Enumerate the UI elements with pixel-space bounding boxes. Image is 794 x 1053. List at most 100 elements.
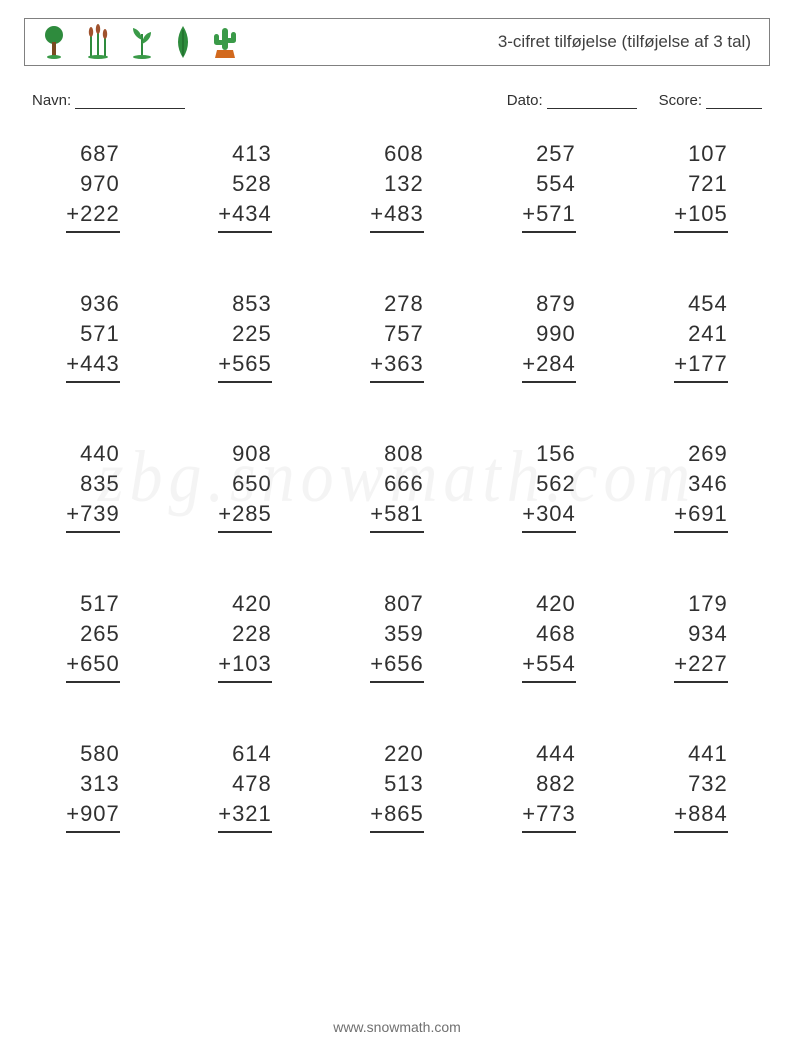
operator: +	[218, 201, 232, 226]
addend-3-with-operator: +907	[66, 799, 120, 833]
addend-3: 656	[384, 651, 424, 676]
addend-3-with-operator: +691	[674, 499, 728, 533]
tree-icon	[39, 24, 69, 60]
addend-1: 444	[522, 739, 576, 769]
addend-3: 483	[384, 201, 424, 226]
addend-1: 614	[218, 739, 272, 769]
addition-problem: 614478+321	[184, 739, 306, 833]
addend-3-with-operator: +581	[370, 499, 424, 533]
addend-1: 879	[522, 289, 576, 319]
addition-problem: 107721+105	[640, 139, 762, 233]
addition-problem: 580313+907	[32, 739, 154, 833]
operator: +	[370, 501, 384, 526]
addend-2: 313	[66, 769, 120, 799]
reeds-icon	[83, 24, 113, 60]
addend-3: 227	[688, 651, 728, 676]
addend-1: 608	[370, 139, 424, 169]
addend-1: 269	[674, 439, 728, 469]
score-label: Score:	[659, 92, 702, 109]
addition-problem: 879990+284	[488, 289, 610, 383]
addend-2: 346	[674, 469, 728, 499]
addend-1: 808	[370, 439, 424, 469]
addend-3: 739	[80, 501, 120, 526]
addition-problem: 413528+434	[184, 139, 306, 233]
operator: +	[522, 651, 536, 676]
addend-3: 304	[536, 501, 576, 526]
date-field: Dato:	[507, 92, 637, 109]
operator: +	[674, 501, 688, 526]
addition-problem: 269346+691	[640, 439, 762, 533]
addend-3: 650	[80, 651, 120, 676]
addend-2: 513	[370, 769, 424, 799]
addend-3-with-operator: +739	[66, 499, 120, 533]
addend-1: 517	[66, 589, 120, 619]
addend-2: 359	[370, 619, 424, 649]
addend-3-with-operator: +554	[522, 649, 576, 683]
addend-2: 554	[522, 169, 576, 199]
addition-problem: 444882+773	[488, 739, 610, 833]
operator: +	[218, 651, 232, 676]
addend-1: 420	[522, 589, 576, 619]
addend-2: 468	[522, 619, 576, 649]
addend-3-with-operator: +284	[522, 349, 576, 383]
addend-3: 222	[80, 201, 120, 226]
addend-3: 103	[232, 651, 272, 676]
operator: +	[218, 351, 232, 376]
addend-2: 970	[66, 169, 120, 199]
worksheet-header: 3-cifret tilføjelse (tilføjelse af 3 tal…	[24, 18, 770, 66]
addend-3: 285	[232, 501, 272, 526]
addend-2: 228	[218, 619, 272, 649]
operator: +	[522, 201, 536, 226]
addend-3-with-operator: +222	[66, 199, 120, 233]
addition-problem: 687970+222	[32, 139, 154, 233]
addend-3: 565	[232, 351, 272, 376]
addition-problem: 908650+285	[184, 439, 306, 533]
addend-2: 732	[674, 769, 728, 799]
addend-3-with-operator: +304	[522, 499, 576, 533]
addend-3-with-operator: +363	[370, 349, 424, 383]
addition-problem: 853225+565	[184, 289, 306, 383]
operator: +	[674, 201, 688, 226]
addend-2: 757	[370, 319, 424, 349]
addend-2: 666	[370, 469, 424, 499]
operator: +	[218, 501, 232, 526]
addend-3: 691	[688, 501, 728, 526]
addend-3: 554	[536, 651, 576, 676]
addition-problem: 807359+656	[336, 589, 458, 683]
leaf-icon	[171, 24, 195, 60]
operator: +	[370, 801, 384, 826]
operator: +	[370, 351, 384, 376]
addend-3-with-operator: +177	[674, 349, 728, 383]
addend-1: 908	[218, 439, 272, 469]
addend-1: 687	[66, 139, 120, 169]
operator: +	[522, 351, 536, 376]
addition-problem: 936571+443	[32, 289, 154, 383]
addend-1: 807	[370, 589, 424, 619]
addend-3-with-operator: +483	[370, 199, 424, 233]
operator: +	[66, 651, 80, 676]
addend-1: 156	[522, 439, 576, 469]
operator: +	[522, 801, 536, 826]
addition-problem: 420468+554	[488, 589, 610, 683]
addition-problem: 441732+884	[640, 739, 762, 833]
addend-2: 990	[522, 319, 576, 349]
operator: +	[66, 351, 80, 376]
addend-1: 580	[66, 739, 120, 769]
addend-2: 882	[522, 769, 576, 799]
addend-3: 571	[536, 201, 576, 226]
operator: +	[674, 351, 688, 376]
addend-3-with-operator: +565	[218, 349, 272, 383]
addend-2: 132	[370, 169, 424, 199]
addend-1: 441	[674, 739, 728, 769]
addend-3: 884	[688, 801, 728, 826]
operator: +	[66, 501, 80, 526]
name-label: Navn:	[32, 92, 71, 109]
addend-2: 562	[522, 469, 576, 499]
addition-problem: 808666+581	[336, 439, 458, 533]
addend-1: 257	[522, 139, 576, 169]
addend-2: 528	[218, 169, 272, 199]
addend-3-with-operator: +321	[218, 799, 272, 833]
addend-2: 571	[66, 319, 120, 349]
addend-3: 434	[232, 201, 272, 226]
addend-3: 177	[688, 351, 728, 376]
